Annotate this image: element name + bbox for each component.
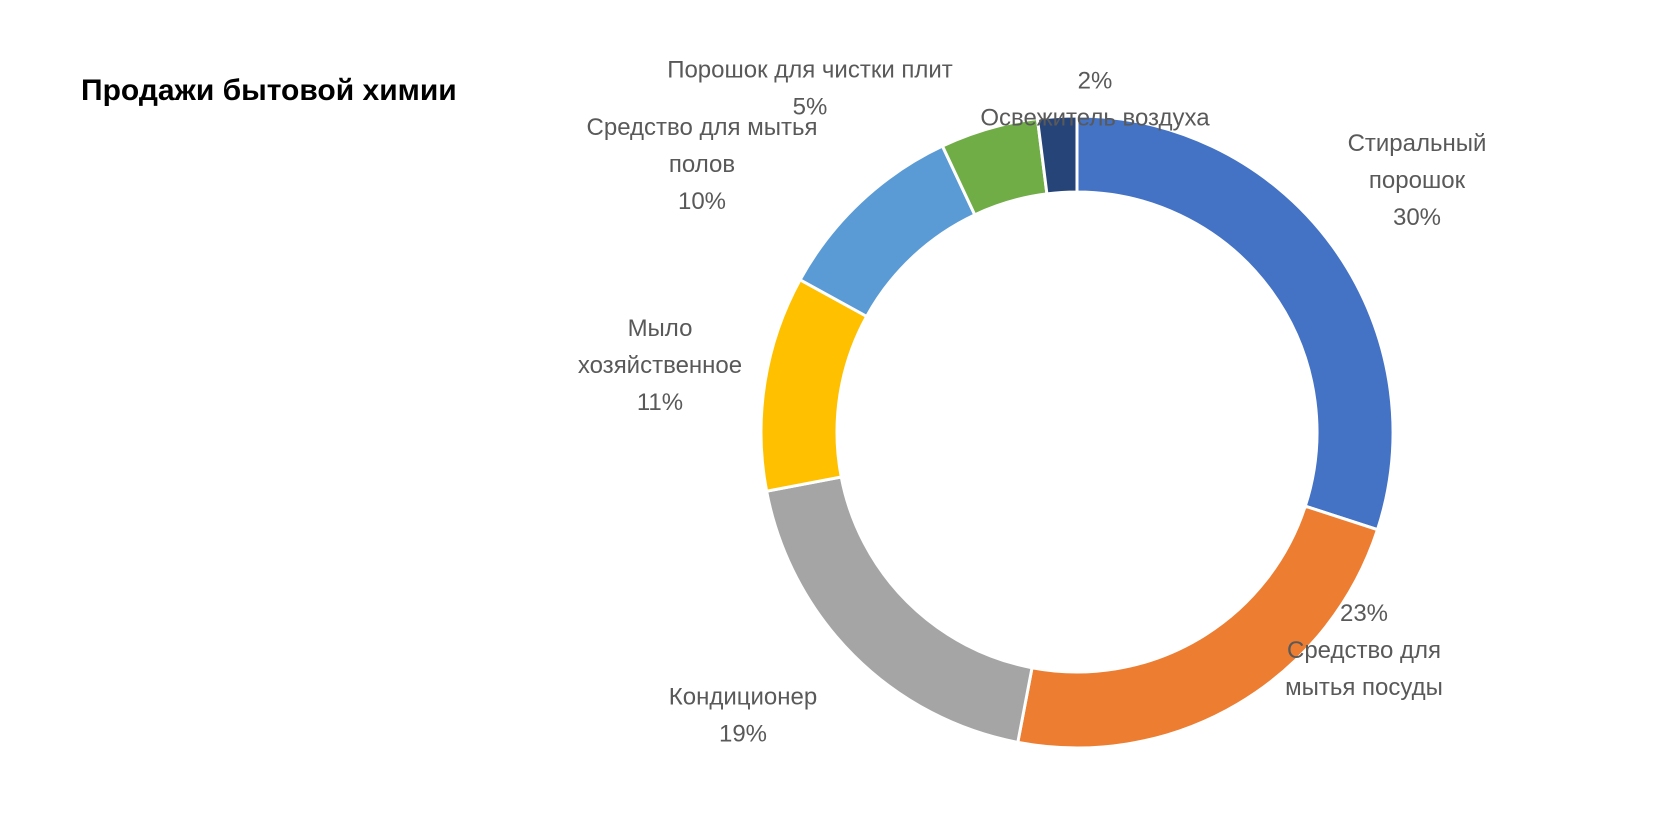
donut-slice-1 — [1075, 114, 1395, 532]
slice-label-6: Порошок для чистки плит 5% — [667, 57, 953, 121]
chart-title: Продажи бытовой химии — [81, 74, 457, 107]
slice-label-4: Мыло хозяйственное 11% — [578, 315, 742, 416]
slice-label-line: мытья посуды — [1285, 674, 1443, 701]
donut-slice-2 — [1016, 504, 1380, 750]
donut-slice-4 — [759, 277, 869, 493]
slice-label-line: 19% — [719, 721, 767, 748]
slice-label-line: 23% — [1340, 600, 1388, 627]
slice-label-line: Освежитель воздуха — [980, 105, 1210, 132]
slice-label-line: Средство для — [1287, 637, 1441, 664]
donut-labels: Стиральный порошок 30% 23% Средство для мытья… — [578, 57, 1487, 748]
slice-label-line: Порошок для чистки плит — [667, 57, 953, 84]
slice-label-line: 10% — [678, 188, 726, 215]
slice-label-line: Стиральный — [1348, 130, 1487, 157]
slice-label-3: Кондиционер 19% — [669, 684, 817, 748]
slice-label-line: Мыло — [628, 315, 693, 342]
donut-slice-5 — [798, 144, 977, 319]
slice-label-line: Кондиционер — [669, 684, 817, 711]
slice-label-line: 2% — [1078, 68, 1113, 95]
slice-label-7: 2% Освежитель воздуха — [980, 68, 1210, 132]
donut-slice-7 — [1035, 114, 1079, 196]
donut-slices — [759, 114, 1395, 750]
slice-label-2: 23% Средство для мытья посуды — [1285, 600, 1443, 701]
slice-label-line: Средство для мытья — [587, 114, 818, 141]
slice-label-line: 5% — [793, 94, 828, 121]
slice-label-line: 11% — [637, 389, 683, 416]
slice-label-1: Стиральный порошок 30% — [1348, 130, 1487, 231]
slice-label-line: полов — [669, 151, 735, 178]
slice-label-line: порошок — [1369, 167, 1466, 194]
slice-label-line: хозяйственное — [578, 352, 742, 379]
slice-label-5: Средство для мытья полов 10% — [587, 114, 818, 215]
slice-label-line: 30% — [1393, 204, 1441, 231]
